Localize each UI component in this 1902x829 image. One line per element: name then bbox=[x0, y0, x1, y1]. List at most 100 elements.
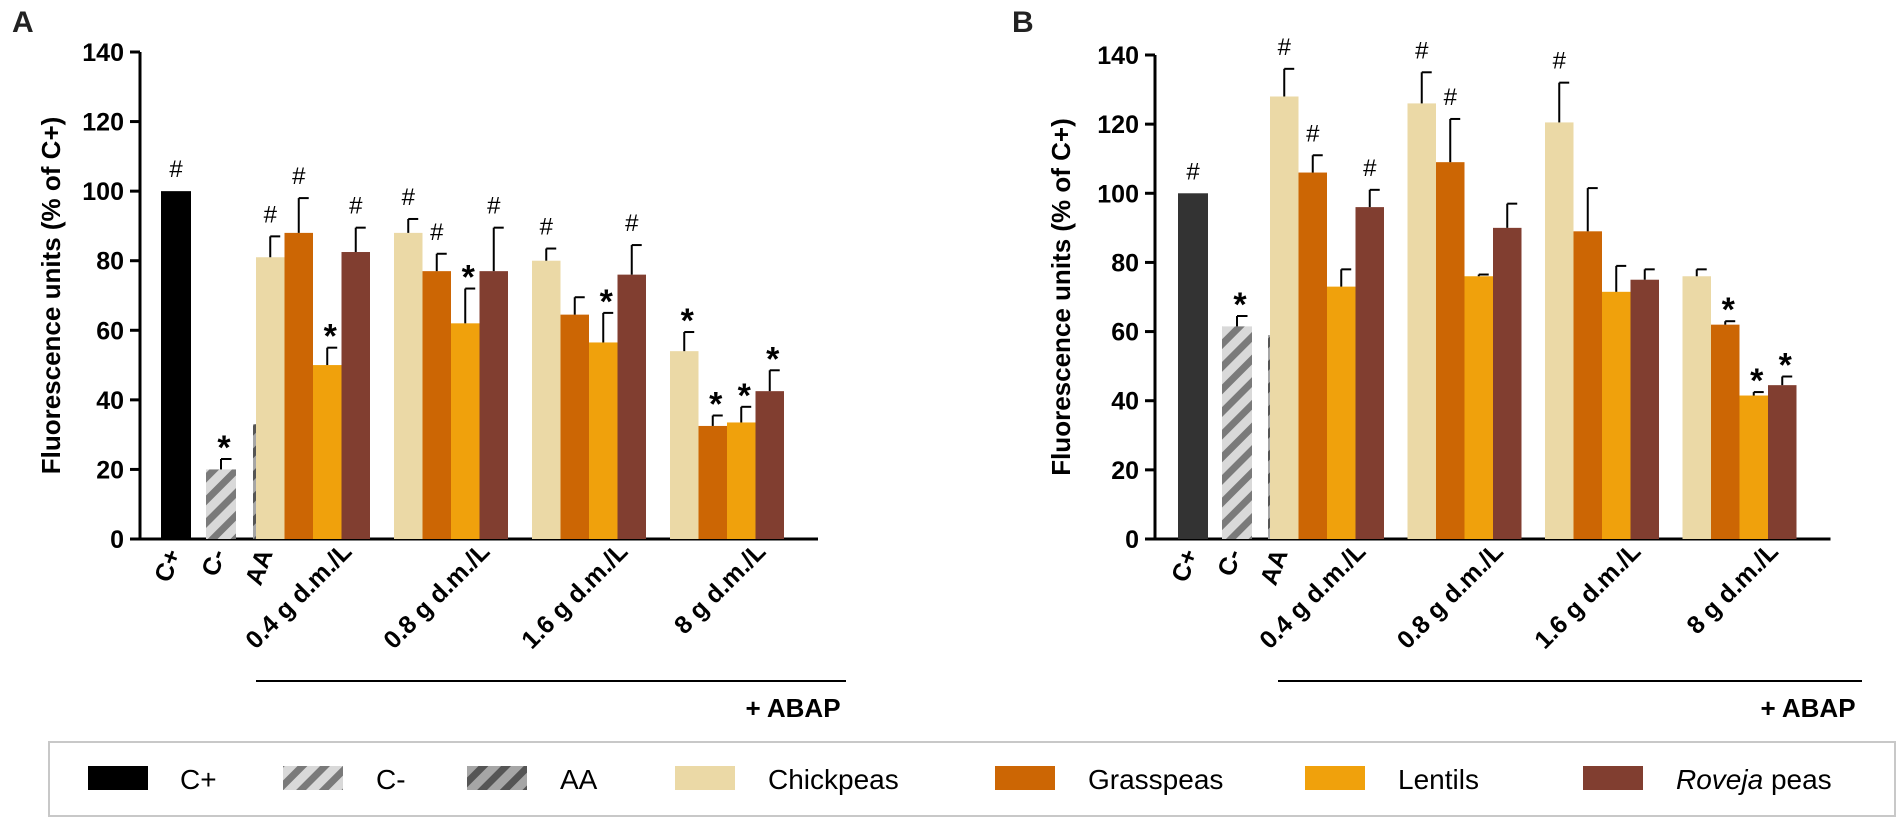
x-tick-label-a-control-2: AA bbox=[240, 545, 279, 589]
bar-b-g2-chickpeas bbox=[1545, 122, 1574, 540]
bar-a-g2-grasspeas bbox=[560, 314, 589, 539]
bar-b-g3-roveja bbox=[1768, 385, 1797, 539]
bar-b-g0-chickpeas-significance: # bbox=[1278, 34, 1292, 61]
legend-swatch-roveja bbox=[1583, 766, 1643, 790]
x-tick-label-b-control-2: AA bbox=[1255, 545, 1294, 589]
bar-b-control-0 bbox=[1178, 193, 1208, 540]
x-tick-label-a-group-1: 0.8 g d.m./L bbox=[378, 537, 495, 654]
x-tick-label-a-control-1: C- bbox=[196, 545, 231, 579]
bar-a-g3-chickpeas-significance: * bbox=[681, 302, 695, 340]
bar-a-g3-lentils-significance: * bbox=[738, 377, 752, 415]
y-tick-label-a-7: 140 bbox=[82, 39, 124, 67]
legend-swatch-c-plus bbox=[88, 766, 148, 790]
bar-b-control-1 bbox=[1222, 326, 1252, 539]
legend-label-lentils: Lentils bbox=[1398, 764, 1479, 795]
panel-a: A Fluorescence units (% of C+) 0 20 40 60 80 10… bbox=[12, 6, 846, 723]
legend-swatch-grasspeas bbox=[995, 766, 1055, 790]
bar-a-control-0-significance: # bbox=[169, 156, 183, 183]
bar-b-g3-grasspeas bbox=[1711, 324, 1740, 539]
bar-a-g1-lentils bbox=[451, 323, 480, 539]
y-axis-label-a: Fluorescence units (% of C+) bbox=[36, 117, 66, 475]
bar-a-g0-lentils bbox=[313, 365, 342, 539]
bar-b-g0-grasspeas-significance: # bbox=[1306, 120, 1320, 147]
bar-a-g2-chickpeas bbox=[532, 260, 561, 539]
bar-a-g3-chickpeas bbox=[670, 351, 699, 539]
abap-label-a: + ABAP bbox=[745, 693, 840, 723]
bar-a-g3-grasspeas bbox=[698, 425, 727, 539]
bar-b-g1-chickpeas-significance: # bbox=[1415, 37, 1429, 64]
y-tick-label-b-0: 0 bbox=[1125, 526, 1139, 554]
bar-b-g3-lentils bbox=[1739, 395, 1768, 539]
bar-a-control-0 bbox=[161, 191, 191, 539]
y-tick-label-a-6: 120 bbox=[82, 109, 124, 137]
bar-a-g2-chickpeas-significance: # bbox=[540, 214, 554, 241]
y-tick-label-b-7: 140 bbox=[1097, 42, 1139, 70]
bar-b-g0-roveja-significance: # bbox=[1363, 155, 1377, 182]
bar-a-g0-grasspeas bbox=[284, 232, 313, 539]
bar-b-g3-roveja-significance: * bbox=[1779, 347, 1793, 385]
bar-b-g0-chickpeas bbox=[1270, 96, 1299, 539]
x-tick-label-b-control-1: C- bbox=[1212, 545, 1247, 579]
bar-b-g2-lentils bbox=[1602, 291, 1631, 539]
y-axis-label-b: Fluorescence units (% of C+) bbox=[1046, 118, 1076, 476]
bar-b-g3-grasspeas-significance: * bbox=[1722, 291, 1736, 329]
legend-label-c-minus: C- bbox=[376, 764, 406, 795]
x-tick-label-a-group-3: 8 g d.m./L bbox=[669, 537, 771, 639]
legend: C+ C- AA Chickpeas Grasspeas Lentils Rov… bbox=[48, 741, 1896, 817]
x-tick-label-b-group-1: 0.8 g d.m./L bbox=[1392, 537, 1509, 654]
bar-b-g3-lentils-significance: * bbox=[1750, 362, 1764, 400]
y-tick-label-a-0: 0 bbox=[110, 526, 124, 554]
bar-a-g3-grasspeas-significance: * bbox=[709, 386, 723, 424]
legend-swatch-aa bbox=[467, 766, 527, 790]
y-tick-label-b-1: 20 bbox=[1111, 457, 1139, 485]
y-tick-label-a-1: 20 bbox=[96, 456, 124, 484]
bar-a-g0-roveja bbox=[341, 252, 370, 539]
bar-a-g2-roveja-significance: # bbox=[625, 210, 639, 237]
bar-b-control-0-significance: # bbox=[1186, 158, 1200, 185]
bar-a-g1-grasspeas-significance: # bbox=[430, 219, 444, 246]
bar-b-g2-chickpeas-significance: # bbox=[1553, 48, 1567, 75]
bar-b-g3-chickpeas bbox=[1682, 276, 1711, 539]
x-tick-label-a-control-0: C+ bbox=[149, 545, 186, 585]
x-tick-label-b-group-2: 1.6 g d.m./L bbox=[1529, 537, 1646, 654]
y-tick-label-a-3: 60 bbox=[96, 317, 124, 345]
y-tick-label-b-3: 60 bbox=[1111, 319, 1139, 347]
legend-label-roveja-rest: peas bbox=[1763, 764, 1832, 795]
legend-swatch-chickpeas bbox=[675, 766, 735, 790]
bar-a-g1-grasspeas bbox=[422, 271, 451, 539]
bar-a-control-1-significance: * bbox=[217, 429, 231, 467]
y-tick-label-a-2: 40 bbox=[96, 387, 124, 415]
bar-b-g2-grasspeas bbox=[1573, 231, 1602, 540]
bar-a-g1-chickpeas bbox=[394, 232, 423, 539]
bar-a-g3-lentils bbox=[727, 422, 756, 539]
bar-a-g0-chickpeas bbox=[256, 257, 285, 539]
bar-b-g1-roveja bbox=[1493, 227, 1522, 539]
bar-a-g0-lentils-significance: * bbox=[324, 318, 338, 356]
panel-letter-a: A bbox=[12, 6, 34, 39]
bar-b-g0-lentils bbox=[1327, 286, 1356, 539]
bar-a-g0-grasspeas-significance: # bbox=[292, 163, 306, 190]
legend-label-aa: AA bbox=[560, 764, 598, 795]
legend-swatch-lentils bbox=[1305, 766, 1365, 790]
bar-b-g1-lentils bbox=[1464, 276, 1493, 539]
y-tick-label-a-5: 100 bbox=[82, 178, 124, 206]
y-tick-label-b-5: 100 bbox=[1097, 180, 1139, 208]
y-tick-label-b-2: 40 bbox=[1111, 388, 1139, 416]
panel-b: B Fluorescence units (% of C+) 0 20 40 60 80 10… bbox=[1012, 6, 1862, 723]
legend-label-chickpeas: Chickpeas bbox=[768, 764, 899, 795]
legend-label-roveja: Roveja peas bbox=[1676, 764, 1832, 795]
bar-b-control-1-significance: * bbox=[1233, 286, 1247, 324]
legend-label-grasspeas: Grasspeas bbox=[1088, 764, 1223, 795]
bar-a-g2-lentils-significance: * bbox=[600, 283, 614, 321]
bar-a-g0-chickpeas-significance: # bbox=[264, 201, 278, 228]
bar-a-g1-roveja bbox=[479, 271, 508, 539]
legend-label-c-plus: C+ bbox=[180, 764, 217, 795]
x-tick-label-b-group-3: 8 g d.m./L bbox=[1681, 537, 1783, 639]
bar-b-g2-roveja bbox=[1630, 279, 1659, 539]
y-tick-label-b-4: 80 bbox=[1111, 249, 1139, 277]
x-tick-label-a-group-2: 1.6 g d.m./L bbox=[516, 537, 633, 654]
bar-a-g1-lentils-significance: * bbox=[462, 259, 476, 297]
abap-label-b: + ABAP bbox=[1760, 693, 1855, 723]
